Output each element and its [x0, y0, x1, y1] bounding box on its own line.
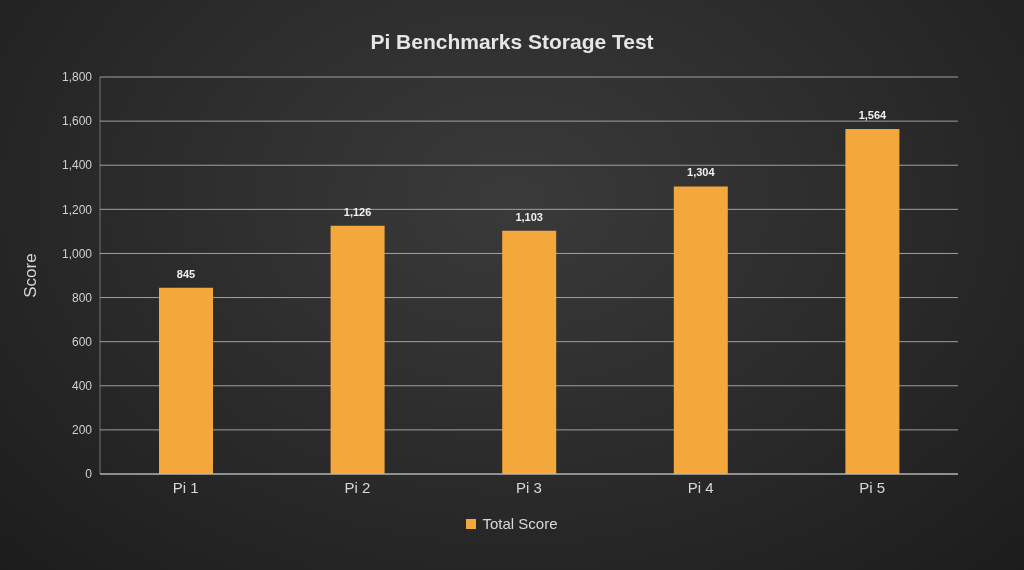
svg-text:400: 400	[72, 379, 92, 393]
svg-text:1,564: 1,564	[859, 109, 887, 121]
svg-text:845: 845	[177, 268, 195, 280]
svg-text:1,200: 1,200	[62, 203, 92, 217]
svg-text:0: 0	[85, 467, 92, 481]
svg-text:1,000: 1,000	[62, 247, 92, 261]
svg-text:1,800: 1,800	[62, 70, 92, 84]
svg-text:Pi 1: Pi 1	[173, 479, 199, 496]
html-text:Total Score: Total Score	[482, 515, 558, 532]
svg-text:1,103: 1,103	[515, 211, 543, 223]
html-text:Pi Benchmarks Storage Test: Pi Benchmarks Storage Test	[370, 30, 654, 53]
svg-text:Pi 2: Pi 2	[344, 479, 370, 496]
svg-text:Score: Score	[21, 253, 40, 297]
svg-text:1,600: 1,600	[62, 114, 92, 128]
svg-text:Pi 3: Pi 3	[516, 479, 542, 496]
svg-text:1,304: 1,304	[687, 166, 715, 178]
svg-text:200: 200	[72, 423, 92, 437]
svg-text:800: 800	[72, 291, 92, 305]
svg-text:1,126: 1,126	[344, 206, 372, 218]
svg-text:Pi 5: Pi 5	[859, 479, 885, 496]
svg-text:1,400: 1,400	[62, 158, 92, 172]
svg-text:600: 600	[72, 335, 92, 349]
svg-text:Pi 4: Pi 4	[688, 479, 714, 496]
